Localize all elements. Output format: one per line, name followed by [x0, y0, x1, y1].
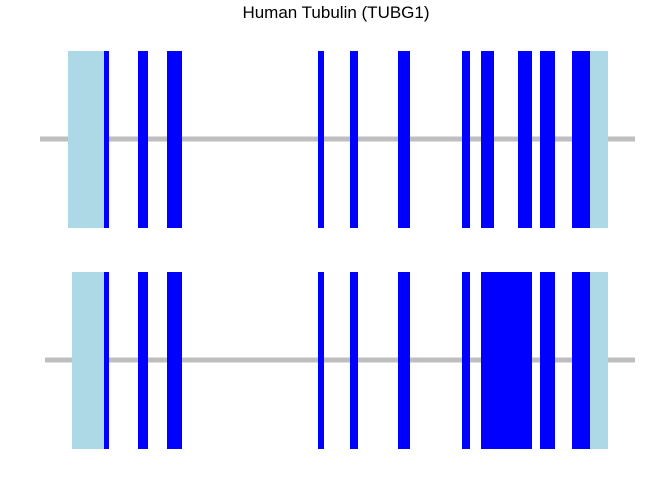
utr-block: [590, 272, 608, 449]
exon-block: [572, 272, 590, 449]
exon-block: [350, 272, 358, 449]
diagram-title: Human Tubulin (TUBG1): [242, 3, 430, 22]
exon-block: [540, 272, 555, 449]
exon-block: [518, 51, 532, 228]
utr-block: [590, 51, 608, 228]
exon-block: [318, 51, 324, 228]
exon-block: [481, 51, 494, 228]
exon-block: [104, 51, 109, 228]
exon-block: [138, 272, 148, 449]
exon-block: [104, 272, 109, 449]
exon-block: [398, 51, 410, 228]
utr-block: [68, 51, 104, 228]
exon-block: [138, 51, 148, 228]
exon-block: [318, 272, 324, 449]
exon-block: [350, 51, 358, 228]
exon-block: [572, 51, 590, 228]
exon-block: [167, 272, 182, 449]
exon-block: [398, 272, 410, 449]
exon-block: [167, 51, 182, 228]
exon-block: [462, 51, 470, 228]
transcript-track-1: [40, 51, 635, 228]
exon-block: [540, 51, 555, 228]
utr-block: [72, 272, 104, 449]
transcript-track-2: [45, 272, 635, 449]
exon-block: [462, 272, 470, 449]
exon-block: [481, 272, 532, 449]
